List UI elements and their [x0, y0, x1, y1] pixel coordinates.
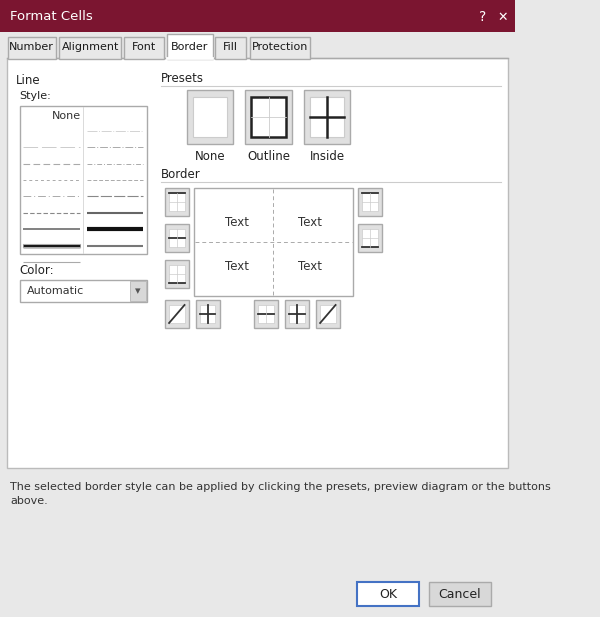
Text: Color:: Color: — [20, 263, 55, 276]
Bar — [20, 106, 147, 254]
Bar — [429, 582, 491, 606]
Bar — [167, 34, 213, 59]
Bar — [0, 0, 515, 32]
Text: The selected border style can be applied by clicking the presets, preview diagra: The selected border style can be applied… — [10, 482, 551, 492]
Text: Cancel: Cancel — [439, 587, 481, 600]
Bar — [124, 37, 164, 59]
Bar — [358, 224, 382, 252]
Text: Text: Text — [225, 260, 249, 273]
Bar — [165, 260, 189, 288]
Text: Style:: Style: — [20, 91, 52, 101]
Bar — [169, 193, 185, 211]
Text: Text: Text — [298, 216, 322, 229]
Text: ▾: ▾ — [136, 286, 141, 296]
Bar — [200, 305, 215, 323]
Bar — [20, 280, 147, 302]
Text: Inside: Inside — [310, 149, 344, 162]
Bar — [59, 37, 121, 59]
Bar — [362, 229, 377, 247]
Text: Font: Font — [132, 41, 157, 51]
Bar — [165, 224, 189, 252]
Text: Automatic: Automatic — [26, 286, 84, 296]
Bar — [357, 582, 419, 606]
Text: Fill: Fill — [223, 41, 238, 51]
Text: Presets: Presets — [161, 72, 205, 85]
Bar — [320, 305, 335, 323]
Bar — [259, 305, 274, 323]
Text: ?: ? — [479, 10, 486, 24]
Bar — [245, 90, 292, 144]
Bar — [254, 300, 278, 328]
Bar — [289, 305, 305, 323]
Text: None: None — [52, 111, 82, 121]
Bar — [251, 97, 286, 137]
Bar — [310, 97, 344, 137]
Text: Line: Line — [16, 73, 40, 86]
Bar — [215, 37, 247, 59]
Bar — [187, 90, 233, 144]
Bar — [194, 188, 353, 296]
Bar — [304, 90, 350, 144]
Text: Number: Number — [10, 41, 54, 51]
Text: above.: above. — [10, 496, 48, 506]
Text: Format Cells: Format Cells — [10, 10, 93, 23]
Text: OK: OK — [379, 587, 397, 600]
Text: Outline: Outline — [247, 149, 290, 162]
Text: Text: Text — [298, 260, 322, 273]
Bar — [310, 97, 344, 137]
Text: Border: Border — [171, 41, 208, 51]
Bar — [165, 300, 189, 328]
Bar — [362, 193, 377, 211]
Bar — [193, 97, 227, 137]
Text: Protection: Protection — [251, 41, 308, 51]
Text: ✕: ✕ — [498, 10, 508, 23]
Bar — [250, 37, 310, 59]
Bar — [358, 188, 382, 216]
Bar — [7, 58, 508, 468]
Bar — [316, 300, 340, 328]
Bar — [165, 188, 189, 216]
Bar — [130, 281, 146, 301]
Bar — [251, 97, 286, 137]
Bar — [169, 305, 185, 323]
Bar — [196, 300, 220, 328]
Text: None: None — [195, 149, 226, 162]
Text: Border: Border — [161, 167, 201, 181]
Bar — [169, 229, 185, 247]
Bar — [285, 300, 309, 328]
Bar — [8, 37, 56, 59]
Text: Text: Text — [225, 216, 249, 229]
Bar — [169, 265, 185, 283]
Text: Alignment: Alignment — [61, 41, 119, 51]
